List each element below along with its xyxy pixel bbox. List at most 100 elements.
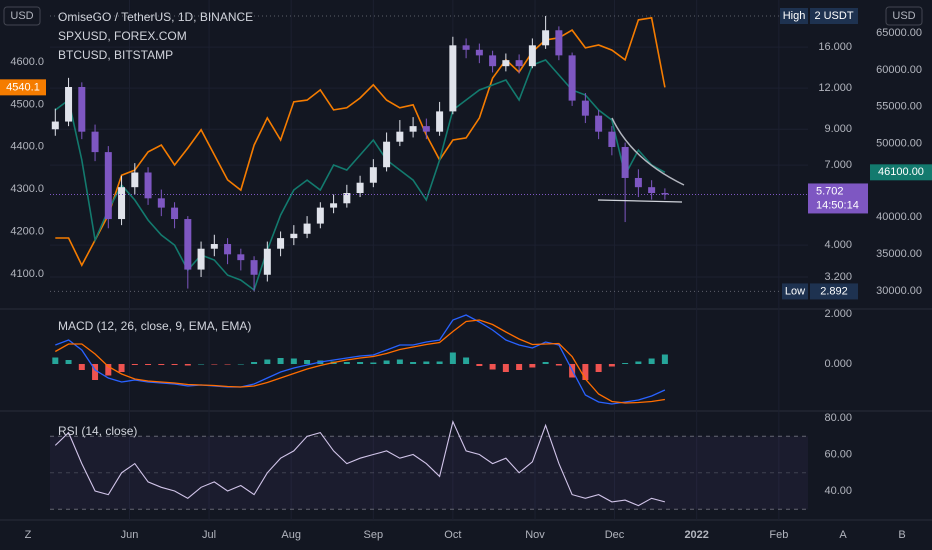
low-tag-bg (782, 283, 808, 300)
candle-body (210, 244, 218, 249)
y-tick-label: 4100.0 (10, 268, 44, 280)
x-tick-label: Dec (605, 529, 625, 541)
rsi-band (50, 436, 808, 510)
price-line (55, 16, 666, 267)
left-axis-currency[interactable]: USD (10, 10, 33, 22)
histogram-bar (542, 362, 549, 364)
rsi-line (54, 420, 666, 507)
candle-body (621, 146, 629, 178)
candle-body (157, 198, 165, 208)
low-tag-label: Low (785, 285, 805, 297)
histogram-bar (661, 354, 668, 364)
histogram-bar (52, 357, 59, 364)
y-tick-label: 30000.00 (876, 285, 922, 297)
last-value-label: 46100.00 (878, 166, 924, 178)
histogram-bar (224, 364, 231, 365)
histogram-bar (608, 364, 615, 367)
candle-body (290, 233, 298, 239)
x-tick-label: Sep (364, 529, 384, 541)
histogram-bar (264, 359, 271, 364)
candle-body (462, 45, 470, 50)
legend-rsi: RSI (14, close) (58, 424, 137, 438)
histogram-bar (476, 364, 483, 366)
histogram-bar (277, 358, 284, 364)
right-axis-currency[interactable]: USD (892, 10, 915, 22)
histogram-bar (383, 360, 390, 364)
histogram-bar (357, 362, 364, 364)
indicator-line (54, 319, 665, 404)
histogram-bar (463, 357, 470, 364)
y-tick-label: 4.000 (824, 239, 852, 251)
y-tick-label: 4300.0 (10, 183, 44, 195)
y-tick-label: 16.000 (818, 41, 852, 53)
rsi-pane (50, 420, 808, 510)
histogram-bar (622, 363, 629, 364)
candle-body (277, 238, 285, 249)
histogram-bar (78, 364, 85, 370)
high-tag-value-bg (810, 8, 858, 24)
candle-body (436, 111, 444, 132)
y-tick-label: 2.000 (824, 308, 852, 320)
histogram-bar (582, 364, 589, 380)
y-tick-label: 50000.00 (876, 137, 922, 149)
x-tick-label: Jun (121, 529, 139, 541)
histogram-bar (198, 364, 205, 365)
x-tick-label: Aug (281, 529, 301, 541)
low-tag-value: 2.892 (820, 285, 848, 297)
support-line-drawing (597, 199, 683, 203)
y-tick-label: 60.00 (824, 448, 852, 460)
y-tick-label: 60000.00 (876, 64, 922, 76)
histogram-bar (211, 364, 218, 365)
y-tick-label: 55000.00 (876, 101, 922, 113)
candle-body (91, 131, 99, 153)
histogram-bar (635, 361, 642, 364)
y-tick-label: 0.000 (824, 358, 852, 370)
candle-body (555, 30, 563, 56)
candle-body (237, 254, 245, 261)
candle-body (489, 55, 497, 67)
candle-body (78, 86, 86, 132)
histogram-bar (410, 362, 417, 364)
candle-body (369, 167, 377, 183)
candle-body (303, 223, 311, 234)
histogram-bar (171, 364, 178, 365)
currency-button[interactable] (885, 6, 923, 26)
y-tick-label: 4400.0 (10, 141, 44, 153)
candle-body (595, 115, 603, 132)
toolbar-button[interactable]: B (898, 529, 905, 541)
candle-body (502, 60, 510, 67)
main-pane (51, 15, 669, 292)
y-tick-label: 12.000 (818, 82, 852, 94)
candle-body (330, 203, 338, 208)
histogram-bar (555, 364, 562, 366)
histogram-bar (396, 359, 403, 364)
y-tick-label: 40000.00 (876, 211, 922, 223)
y-tick-label: 4500.0 (10, 98, 44, 110)
candle-body (581, 100, 589, 116)
y-tick-label: 80.00 (824, 412, 852, 424)
candle-body (316, 207, 324, 224)
toolbar-button[interactable]: A (839, 529, 847, 541)
candle-body (171, 207, 179, 220)
x-tick-label: Oct (444, 529, 461, 541)
candle-body (144, 172, 152, 199)
y-tick-label: 40.00 (824, 485, 852, 497)
candle-body (515, 60, 523, 67)
toolbar-button[interactable]: Z (25, 529, 32, 541)
histogram-bar (502, 364, 509, 372)
last-value-label: 4540.1 (6, 81, 40, 93)
candle-body (422, 126, 430, 132)
candle-body (51, 121, 59, 130)
candle-body (648, 187, 656, 194)
candle-body (343, 193, 351, 204)
histogram-bar (595, 364, 602, 372)
trend-curve-drawing (611, 117, 685, 186)
histogram-bar (92, 364, 99, 380)
countdown: 14:50:14 (816, 199, 859, 211)
histogram-bar (648, 358, 655, 364)
legend-macd: MACD (12, 26, close, 9, EMA, EMA) (58, 319, 251, 333)
currency-button[interactable] (3, 6, 41, 26)
y-tick-label: 7.000 (824, 159, 852, 171)
histogram-bar (158, 364, 165, 365)
